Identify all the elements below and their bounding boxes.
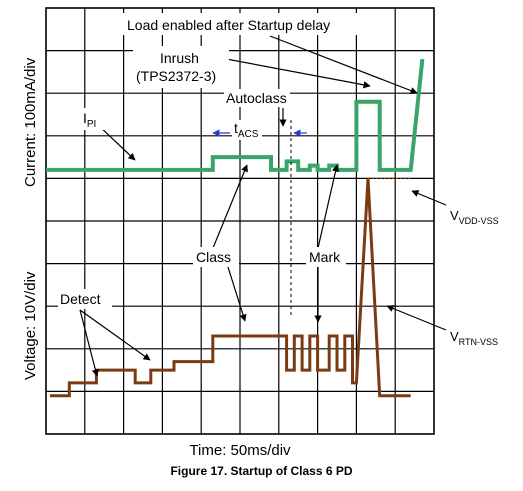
class-label-bg bbox=[193, 247, 239, 267]
autoclass-label: Autoclass bbox=[226, 90, 287, 106]
inrush-label: Inrush bbox=[160, 50, 199, 66]
detect-label: Detect bbox=[60, 291, 101, 307]
plot-frame bbox=[45, 7, 435, 435]
tacs-label: tACS bbox=[234, 120, 259, 140]
load-label-bg bbox=[123, 13, 363, 35]
current-axis-label: Current: 100mA/div bbox=[22, 57, 39, 187]
voltage-axis-label: Voltage: 10V/div bbox=[22, 271, 39, 380]
ipi-label-bg bbox=[80, 108, 104, 130]
ipi-label: IPI bbox=[83, 110, 96, 130]
figure-caption: Figure 17. Startup of Class 6 PD bbox=[170, 464, 353, 478]
vrtn-vss-label: VRTN-VSS bbox=[450, 329, 498, 347]
inrush-device-label: (TPS2372-3) bbox=[136, 68, 216, 84]
tacs-label-bg bbox=[232, 120, 262, 140]
inrush-label-bg bbox=[133, 46, 229, 88]
mark-label-bg bbox=[306, 247, 346, 267]
load-enabled-label: Load enabled after Startup delay bbox=[127, 17, 330, 33]
mark-label: Mark bbox=[309, 249, 341, 265]
detect-label-bg bbox=[58, 289, 112, 309]
class-label: Class bbox=[196, 249, 231, 265]
annotation-arrows bbox=[79, 35, 447, 377]
time-axis-label: Time: 50ms/div bbox=[189, 442, 291, 459]
current-trace-ipi bbox=[46, 58, 425, 172]
vdd-vss-label: VVDD-VSS bbox=[450, 208, 499, 226]
autoclass-label-bg bbox=[224, 89, 290, 107]
voltage-trace-vrtn bbox=[49, 178, 411, 398]
